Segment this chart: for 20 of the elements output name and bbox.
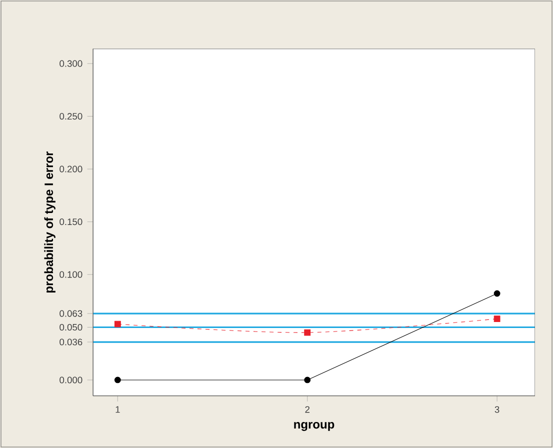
y-tick-label: 0.063 — [60, 310, 82, 317]
x-tick-label: 2 — [305, 406, 310, 413]
point — [114, 320, 121, 328]
y-tick-label: 0.050 — [60, 324, 82, 331]
point — [494, 290, 500, 297]
y-tick-label: 0.150 — [60, 218, 82, 226]
y-axis-title: probability of type I error — [44, 151, 56, 293]
y-tick-label: 0.250 — [60, 113, 82, 120]
point — [304, 376, 311, 384]
point — [304, 329, 311, 336]
y-tick-label: 0.300 — [60, 60, 82, 67]
point — [114, 376, 121, 384]
y-tick-label: 0.000 — [60, 376, 82, 384]
x-tick-label: 3 — [494, 406, 500, 413]
y-tick-label: 0.036 — [60, 338, 82, 346]
point — [494, 316, 500, 322]
x-tick-label: 1 — [116, 406, 120, 413]
x-axis-title: ngroup — [294, 422, 334, 431]
y-tick-label: 0.200 — [60, 166, 82, 172]
y-tick-label: 0.100 — [60, 271, 82, 278]
